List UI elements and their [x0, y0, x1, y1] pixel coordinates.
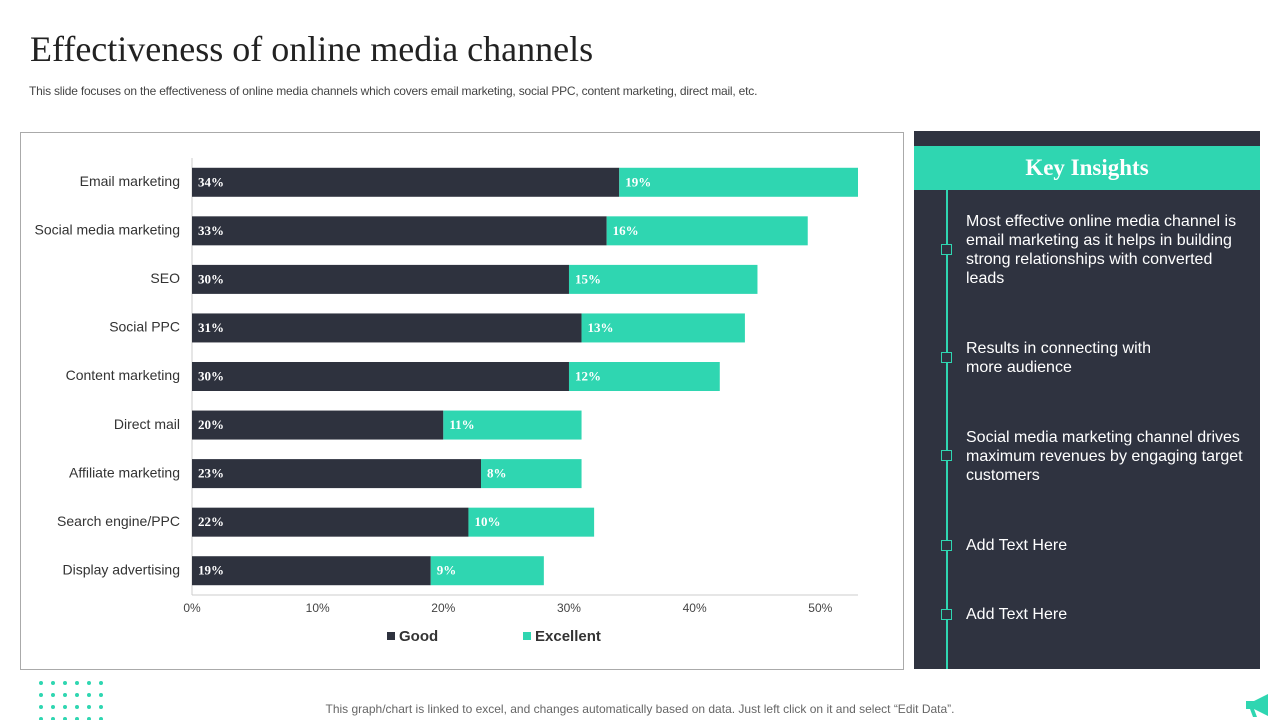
bar-segment [481, 459, 582, 489]
timeline-line [946, 190, 948, 669]
x-tick-label: 30% [557, 601, 581, 615]
bar-segment [606, 216, 808, 246]
marker [941, 244, 952, 255]
legend-swatch [387, 632, 395, 640]
value-label: 10% [474, 514, 500, 529]
bar-segment [568, 362, 720, 391]
y-tick-label: Affiliate marketing [69, 464, 180, 480]
dots-decoration [39, 681, 103, 720]
value-label: 22% [198, 514, 224, 529]
insights-panel [914, 131, 1260, 669]
value-label: 9% [437, 563, 457, 578]
bar-segment [568, 264, 758, 294]
marker [941, 450, 952, 461]
value-label: 20% [198, 417, 224, 432]
y-tick-label: Display advertising [63, 561, 181, 577]
x-tick-label: 0% [183, 601, 201, 615]
y-tick-label: Content marketing [66, 367, 180, 383]
y-tick-label: SEO [150, 270, 180, 286]
bar-segment [192, 410, 444, 440]
insights-title: Key Insights [914, 146, 1260, 190]
bar-segment [192, 313, 582, 343]
value-label: 30% [198, 271, 224, 286]
bar-segment [581, 313, 745, 343]
slide-subtitle: This slide focuses on the effectiveness … [29, 84, 758, 98]
y-tick-label: Social PPC [109, 319, 180, 335]
value-label: 19% [198, 563, 224, 578]
x-tick-label: 50% [808, 601, 832, 615]
bar-segment [192, 459, 482, 489]
insight: Social media marketing channel drives ma… [966, 429, 1243, 484]
insight: Most effective online media channel is e… [966, 213, 1237, 287]
bar-segment [430, 556, 544, 586]
value-label: 16% [613, 223, 639, 238]
chart: 0% 10% 20% 30% 40% 50% Email marketing 34% 19% So… [34, 158, 858, 645]
x-tick-label: 40% [683, 601, 707, 615]
megaphone-icon [1246, 694, 1268, 717]
insight: Add Text Here [966, 606, 1068, 623]
insight: Add Text Here [966, 537, 1068, 554]
bar-segment [192, 167, 620, 197]
bar-segment [192, 362, 569, 391]
legend-label: Good [399, 628, 438, 645]
value-label: 13% [588, 320, 614, 335]
footer-note: This graph/chart is linked to excel, and… [325, 702, 955, 716]
bar-segment [192, 264, 569, 294]
value-label: 19% [625, 174, 651, 189]
insight: Results in connecting with more audience [966, 340, 1151, 376]
x-tick-label: 10% [306, 601, 330, 615]
marker [941, 540, 952, 551]
bar-segment [468, 507, 595, 537]
x-tick-label: 20% [431, 601, 455, 615]
value-label: 31% [198, 320, 224, 335]
legend-swatch [523, 632, 531, 640]
y-tick-label: Social media marketing [34, 222, 180, 238]
value-label: 30% [198, 368, 224, 383]
value-label: 33% [198, 223, 224, 238]
marker [941, 352, 952, 363]
value-label: 15% [575, 271, 601, 286]
value-label: 8% [487, 466, 507, 481]
bar-segment [192, 507, 469, 537]
bar-segment [619, 167, 858, 197]
value-label: 34% [198, 174, 224, 189]
value-label: 11% [449, 417, 474, 432]
legend-label: Excellent [535, 628, 601, 645]
value-label: 23% [198, 466, 224, 481]
y-tick-label: Email marketing [80, 173, 180, 189]
marker [941, 609, 952, 620]
bar-segment [192, 216, 607, 246]
chart-frame [20, 132, 904, 670]
y-tick-label: Search engine/PPC [57, 513, 180, 529]
y-tick-label: Direct mail [114, 416, 180, 432]
bar-segment [192, 556, 431, 586]
bar-segment [443, 410, 582, 440]
value-label: 12% [575, 368, 601, 383]
slide-title: Effectiveness of online media channels [30, 29, 594, 69]
